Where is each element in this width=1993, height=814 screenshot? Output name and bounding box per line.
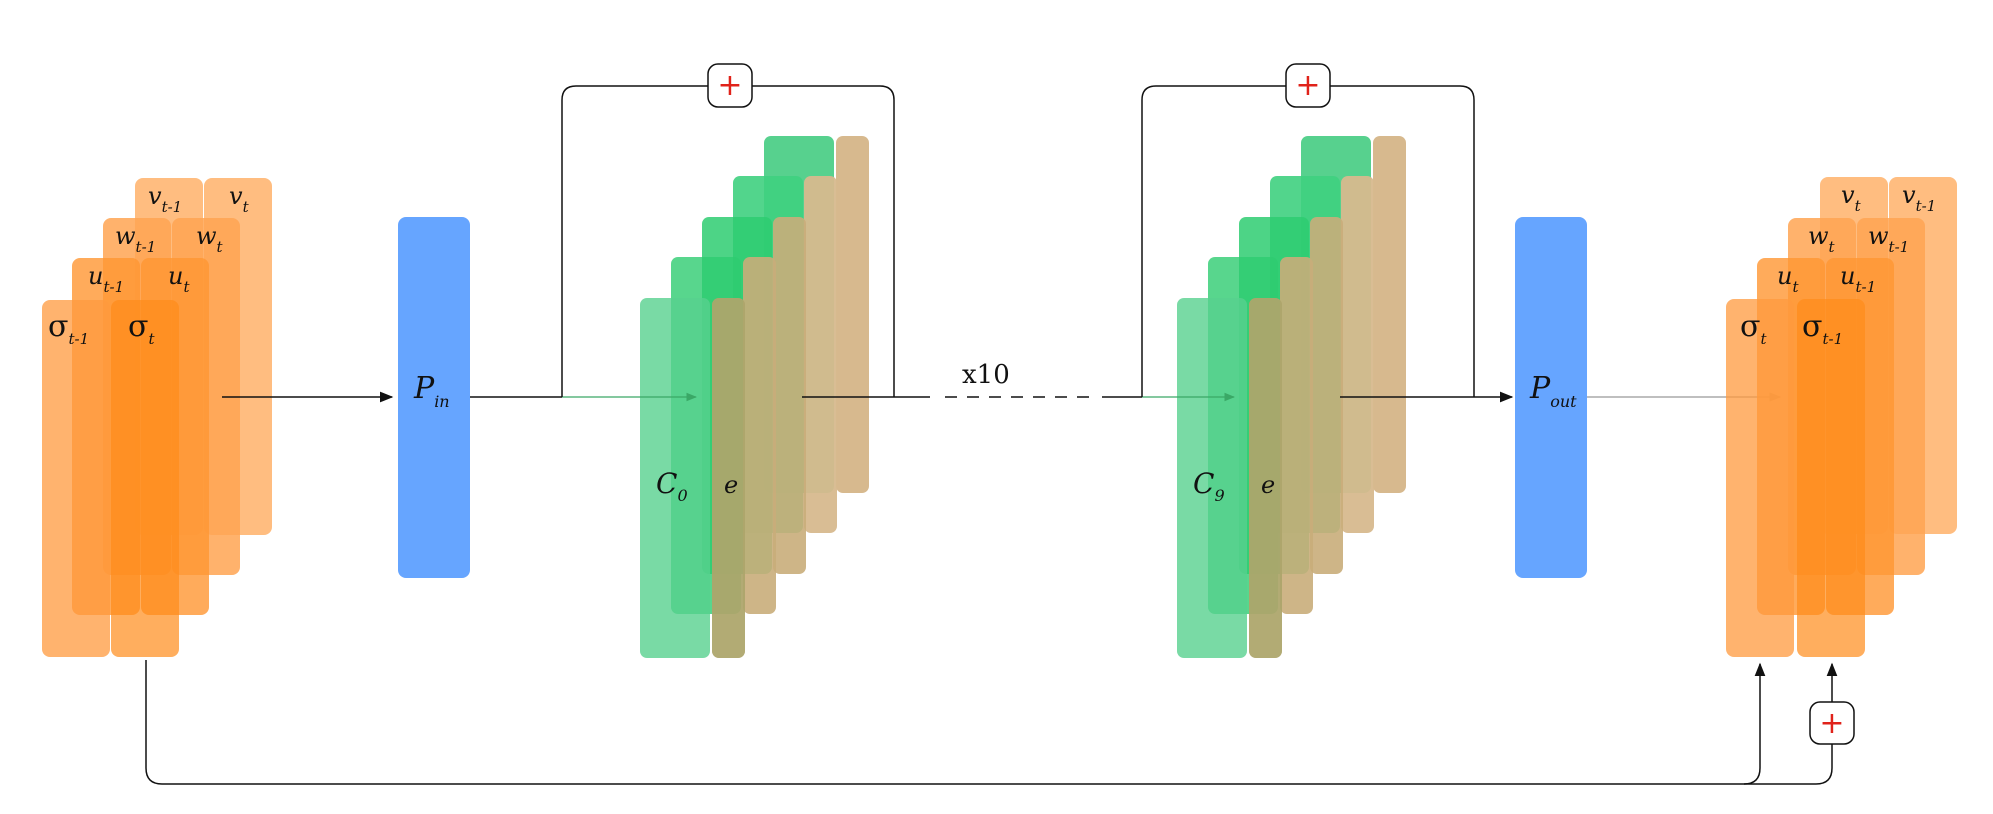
block1-tan-2 bbox=[773, 217, 806, 574]
output-label-v-cur: vt bbox=[1841, 181, 1862, 215]
p-out-block bbox=[1515, 217, 1587, 578]
skip-connection-plus-branch bbox=[1744, 744, 1833, 785]
plus-node-1: + bbox=[707, 63, 753, 108]
output-card-sigma-cur bbox=[1726, 299, 1794, 657]
plus-symbol-2: + bbox=[1295, 68, 1320, 103]
input-label-v-prev: vt-1 bbox=[148, 182, 182, 216]
input-label-sigma-prev: σt-1 bbox=[48, 309, 89, 348]
block1-e-label: e bbox=[724, 471, 738, 499]
output-label-w-cur: wt bbox=[1808, 222, 1836, 256]
block2-e-label: e bbox=[1261, 471, 1275, 499]
repeat-label: x10 bbox=[962, 360, 1010, 390]
output-label-v-prev: vt-1 bbox=[1902, 181, 1936, 215]
plus-symbol-1: + bbox=[717, 68, 742, 103]
block1-tan-4 bbox=[836, 136, 869, 493]
block2-tan-4 bbox=[1373, 136, 1406, 493]
input-label-v-cur: vt bbox=[229, 182, 250, 216]
input-card-sigma-prev bbox=[42, 300, 110, 657]
block2-tan-3 bbox=[1341, 176, 1374, 533]
p-out-label: Pout bbox=[1529, 371, 1577, 411]
output-card-sigma-prev bbox=[1797, 299, 1865, 657]
block1-tan-3 bbox=[804, 176, 837, 533]
plus-node-2: + bbox=[1285, 63, 1331, 108]
residual-loop-1 bbox=[561, 85, 895, 397]
output-label-u-prev: ut-1 bbox=[1840, 262, 1876, 296]
p-in-label: Pin bbox=[413, 371, 450, 411]
p-in-block bbox=[398, 217, 470, 578]
block-first bbox=[640, 136, 869, 658]
input-label-u-prev: ut-1 bbox=[88, 262, 124, 296]
input-label-sigma-cur: σt bbox=[128, 309, 155, 348]
output-label-w-prev: wt-1 bbox=[1868, 222, 1909, 256]
block1-green-0 bbox=[640, 298, 710, 658]
output-label-sigma-prev: σt-1 bbox=[1802, 309, 1843, 348]
input-stack: vt-1 vt wt-1 wt ut-1 ut σt-1 σt bbox=[42, 178, 272, 657]
block1-tan-1 bbox=[743, 257, 776, 614]
block2-overlay-e bbox=[1249, 298, 1282, 658]
output-label-u-cur: ut bbox=[1777, 262, 1799, 296]
block1-overlay-e bbox=[712, 298, 745, 658]
output-stack: vt vt-1 wt wt-1 ut ut-1 σt σt-1 bbox=[1726, 177, 1957, 657]
input-label-u-cur: ut bbox=[168, 262, 190, 296]
plus-symbol-3: + bbox=[1819, 706, 1844, 741]
input-card-sigma-cur bbox=[111, 300, 179, 657]
block1-c-label: C0 bbox=[656, 467, 688, 505]
input-label-w-cur: wt bbox=[196, 222, 224, 256]
skip-connection-bottom bbox=[145, 660, 1766, 785]
output-label-sigma-cur: σt bbox=[1740, 309, 1767, 348]
block2-c-label: C9 bbox=[1193, 467, 1225, 505]
block2-tan-2 bbox=[1310, 217, 1343, 574]
block-last bbox=[1177, 136, 1406, 658]
block2-green-0 bbox=[1177, 298, 1247, 658]
block2-tan-1 bbox=[1280, 257, 1313, 614]
input-label-w-prev: wt-1 bbox=[115, 222, 156, 256]
plus-node-3: + bbox=[1809, 701, 1855, 745]
residual-loop-2 bbox=[1141, 85, 1475, 397]
